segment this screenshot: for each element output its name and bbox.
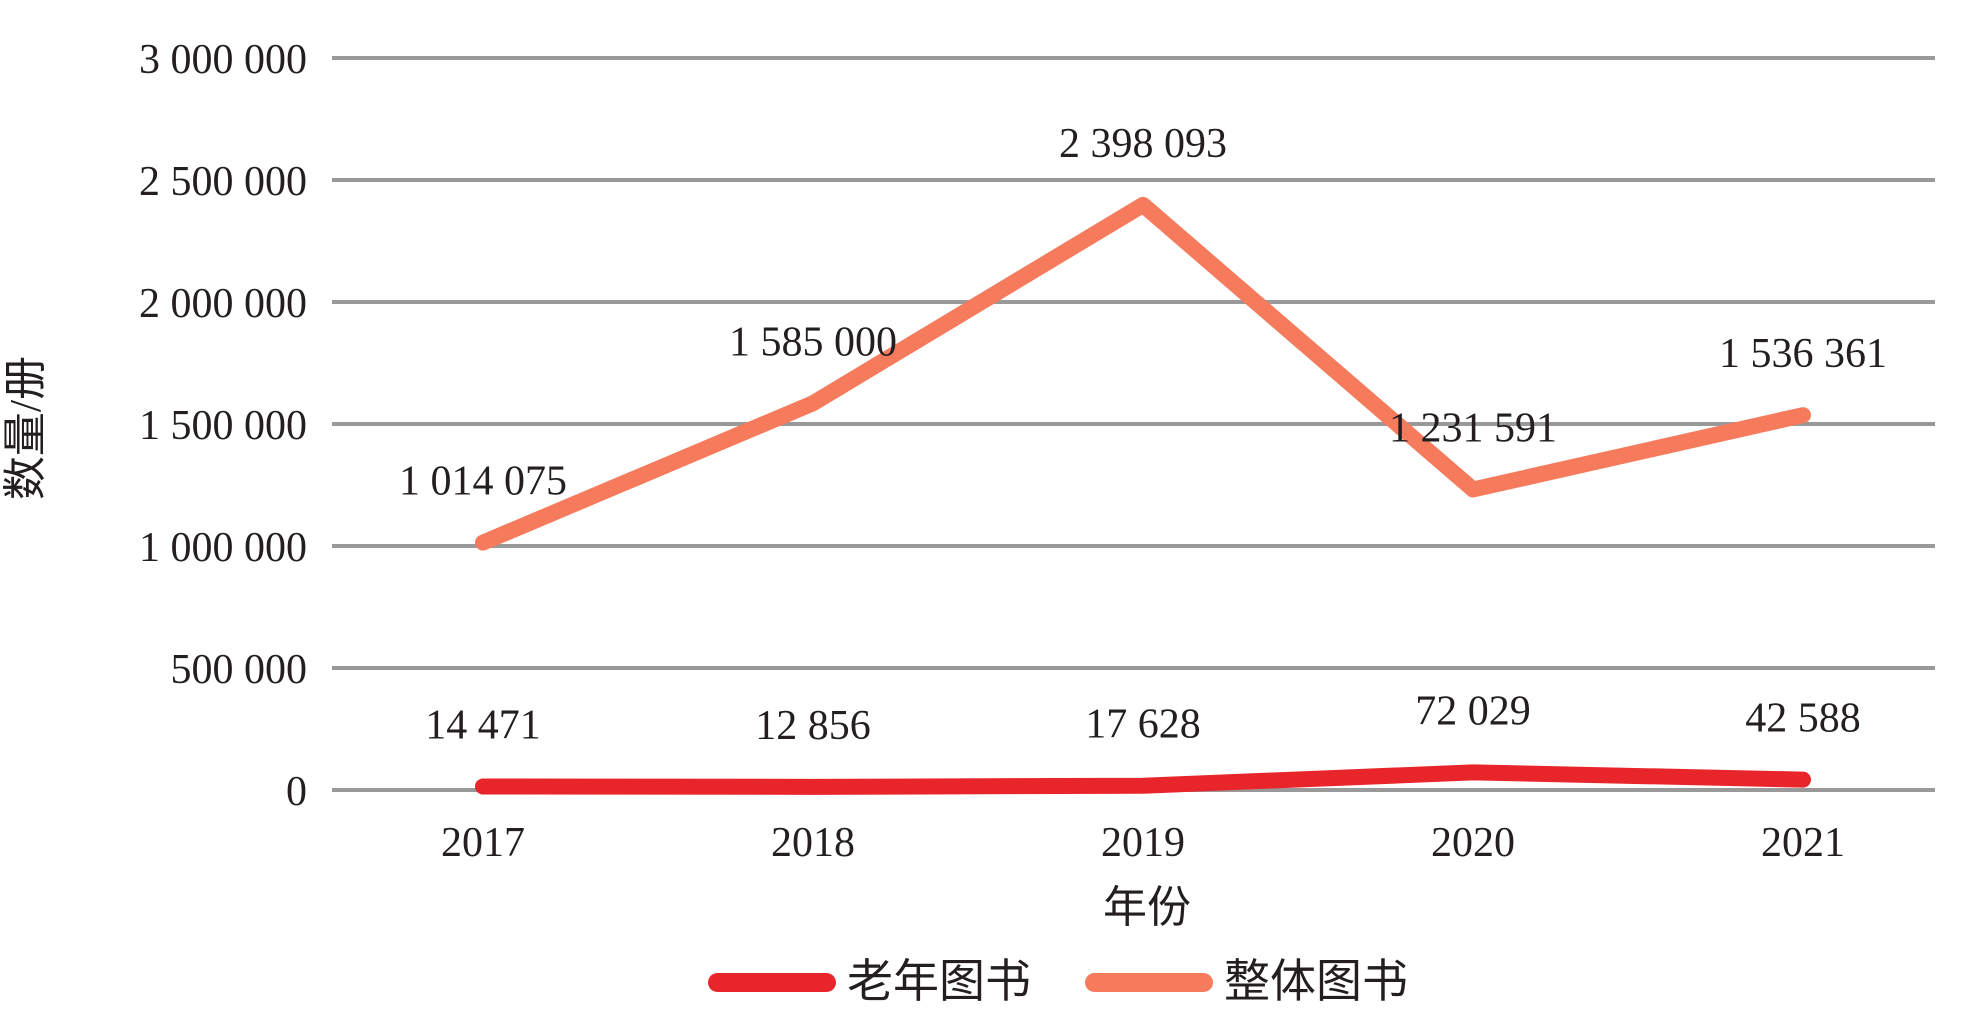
data-label-series0: 42 588 xyxy=(1745,696,1861,742)
data-label-series1: 1 231 591 xyxy=(1389,405,1557,451)
x-tick-label: 2017 xyxy=(441,820,525,866)
y-tick-label: 1 500 000 xyxy=(139,403,307,449)
legend-label-1: 整体图书 xyxy=(1224,956,1408,1007)
series-line-0 xyxy=(475,764,1811,795)
x-tick-label: 2018 xyxy=(771,820,855,866)
y-tick-label: 0 xyxy=(286,769,307,815)
series-line-1 xyxy=(475,196,1811,551)
data-label-series1: 2 398 093 xyxy=(1059,121,1227,167)
data-label-series1: 1 014 075 xyxy=(399,459,567,505)
data-label-series0: 12 856 xyxy=(755,703,871,749)
y-tick-label: 500 000 xyxy=(171,647,308,693)
y-tick-label: 2 500 000 xyxy=(139,159,307,205)
data-label-series0: 14 471 xyxy=(425,702,541,748)
x-tick-label: 2019 xyxy=(1101,820,1185,866)
y-tick-label: 1 000 000 xyxy=(139,525,307,571)
legend-item-0: 老年图书 xyxy=(708,959,1031,1005)
data-label-series0: 17 628 xyxy=(1085,702,1201,748)
data-label-series1: 1 536 361 xyxy=(1719,331,1887,377)
y-tick-label: 3 000 000 xyxy=(139,37,307,83)
x-tick-label: 2020 xyxy=(1431,820,1515,866)
y-axis-title: 数量/册 xyxy=(1,356,50,500)
legend-swatch-0 xyxy=(708,972,836,992)
legend-label-0: 老年图书 xyxy=(847,956,1031,1007)
x-tick-label: 2021 xyxy=(1761,820,1845,866)
legend-item-1: 整体图书 xyxy=(1085,959,1408,1005)
chart-legend: 老年图书 整体图书 xyxy=(708,952,1408,1012)
data-label-series0: 72 029 xyxy=(1415,688,1531,734)
x-axis-title: 年份 xyxy=(1103,883,1191,932)
data-label-series1: 1 585 000 xyxy=(729,319,897,365)
legend-swatch-1 xyxy=(1085,972,1213,992)
y-tick-label: 2 000 000 xyxy=(139,281,307,327)
